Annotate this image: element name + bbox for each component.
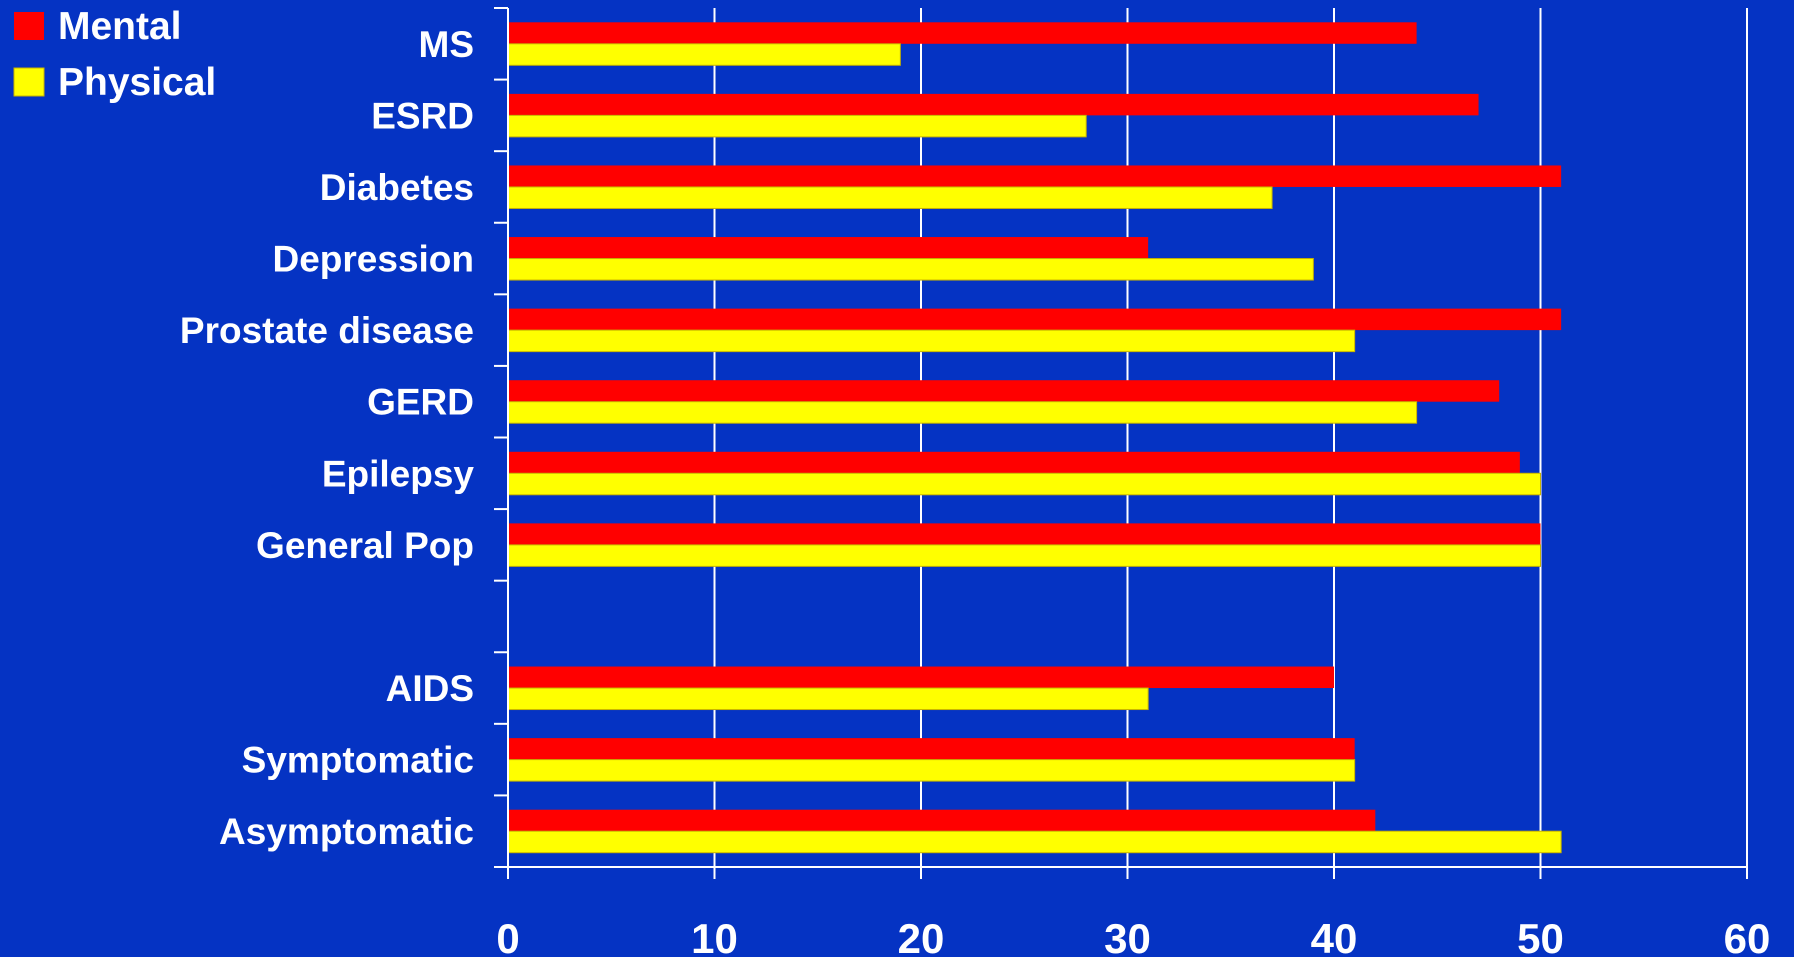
bar-physical-esrd bbox=[507, 114, 1087, 138]
bar-physical-ms bbox=[507, 43, 901, 66]
legend-label-mental: Mental bbox=[58, 5, 182, 48]
bar-mental-asymptomatic bbox=[508, 809, 1376, 832]
bar-physical-epilepsy bbox=[507, 472, 1541, 496]
category-label-general-pop: General Pop bbox=[256, 525, 474, 566]
bar-mental-esrd bbox=[508, 93, 1479, 116]
bar-mental-epilepsy bbox=[508, 451, 1520, 474]
x-tick-label-30: 30 bbox=[1104, 915, 1151, 957]
legend-label-physical: Physical bbox=[58, 61, 216, 104]
x-tick-label-0: 0 bbox=[496, 915, 519, 957]
category-label-epilepsy: Epilepsy bbox=[322, 453, 475, 494]
category-label-symptomatic: Symptomatic bbox=[242, 740, 474, 781]
category-labels: MS ESRD Diabetes Depression Prostate disease… bbox=[180, 24, 475, 852]
bar-physical-asymptomatic bbox=[507, 830, 1562, 854]
x-tick-label-20: 20 bbox=[898, 915, 945, 957]
x-tick-label-40: 40 bbox=[1311, 915, 1358, 957]
category-label-prostate-disease: Prostate disease bbox=[180, 310, 474, 351]
bars bbox=[507, 22, 1562, 854]
bar-mental-general-pop bbox=[508, 523, 1541, 545]
category-label-aids: AIDS bbox=[386, 668, 474, 709]
bar-physical-diabetes bbox=[507, 186, 1273, 209]
category-label-asymptomatic: Asymptomatic bbox=[219, 811, 474, 852]
category-label-diabetes: Diabetes bbox=[320, 167, 474, 208]
bar-mental-depression bbox=[508, 237, 1149, 259]
x-tick-label-10: 10 bbox=[691, 915, 738, 957]
bar-physical-prostate-disease bbox=[507, 329, 1356, 353]
x-tick-labels: 0 10 20 30 40 50 60 bbox=[496, 915, 1770, 957]
bar-mental-ms bbox=[508, 22, 1417, 44]
category-label-depression: Depression bbox=[272, 239, 474, 280]
legend: Mental Physical bbox=[13, 5, 216, 104]
y-axis bbox=[494, 7, 1748, 879]
bar-physical-symptomatic bbox=[507, 759, 1356, 782]
bar-mental-diabetes bbox=[508, 165, 1562, 187]
x-tick-label-60: 60 bbox=[1724, 915, 1771, 957]
bar-physical-depression bbox=[507, 258, 1314, 281]
bar-mental-prostate-disease bbox=[508, 308, 1562, 331]
bar-mental-aids bbox=[508, 666, 1334, 689]
bar-mental-symptomatic bbox=[508, 738, 1355, 760]
category-label-esrd: ESRD bbox=[371, 95, 474, 136]
x-tick-label-50: 50 bbox=[1517, 915, 1564, 957]
bar-physical-aids bbox=[507, 687, 1149, 711]
category-label-ms: MS bbox=[419, 24, 475, 65]
legend-swatch-mental bbox=[14, 12, 44, 40]
gridlines bbox=[713, 8, 1748, 867]
bar-physical-general-pop bbox=[507, 544, 1541, 567]
bar-mental-gerd bbox=[508, 380, 1500, 402]
bar-physical-gerd bbox=[507, 401, 1418, 424]
legend-swatch-physical bbox=[13, 67, 45, 97]
category-label-gerd: GERD bbox=[367, 382, 474, 423]
